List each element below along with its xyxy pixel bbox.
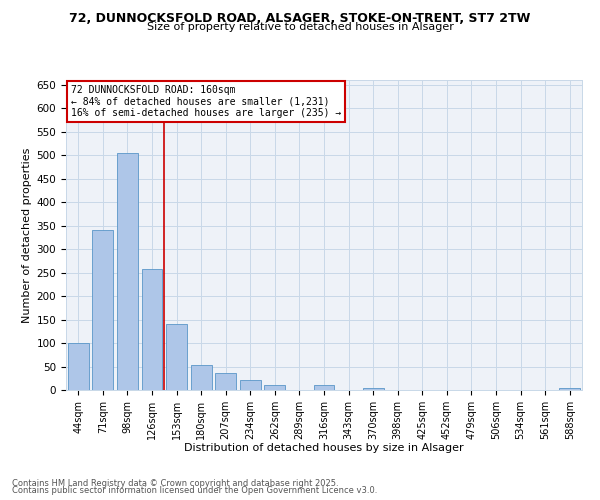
Bar — [191, 365, 212, 390]
Text: Size of property relative to detached houses in Alsager: Size of property relative to detached ho… — [146, 22, 454, 32]
Bar — [68, 343, 89, 390]
Bar — [265, 386, 286, 390]
Bar — [314, 386, 334, 390]
Bar — [559, 388, 580, 390]
Text: 72 DUNNOCKSFOLD ROAD: 160sqm
← 84% of detached houses are smaller (1,231)
16% of: 72 DUNNOCKSFOLD ROAD: 160sqm ← 84% of de… — [71, 84, 341, 118]
X-axis label: Distribution of detached houses by size in Alsager: Distribution of detached houses by size … — [184, 444, 464, 454]
Text: 72, DUNNOCKSFOLD ROAD, ALSAGER, STOKE-ON-TRENT, ST7 2TW: 72, DUNNOCKSFOLD ROAD, ALSAGER, STOKE-ON… — [70, 12, 530, 26]
Bar — [142, 270, 163, 390]
Y-axis label: Number of detached properties: Number of detached properties — [22, 148, 32, 322]
Bar — [362, 388, 383, 390]
Bar — [117, 153, 138, 390]
Text: Contains public sector information licensed under the Open Government Licence v3: Contains public sector information licen… — [12, 486, 377, 495]
Bar — [215, 372, 236, 390]
Bar — [240, 380, 261, 390]
Bar — [92, 230, 113, 390]
Bar — [166, 324, 187, 390]
Text: Contains HM Land Registry data © Crown copyright and database right 2025.: Contains HM Land Registry data © Crown c… — [12, 478, 338, 488]
